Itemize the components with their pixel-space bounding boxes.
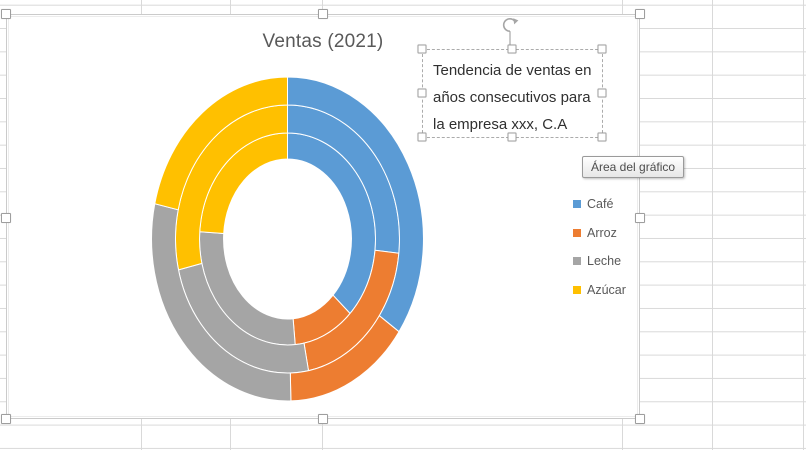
legend-label-azucar: Azúcar: [587, 283, 626, 298]
chart-resize-handle-e[interactable]: [635, 213, 645, 223]
textbox-resize-handle-e[interactable]: [597, 88, 607, 98]
legend-item-arroz[interactable]: Arroz: [573, 219, 626, 248]
textbox-resize-handle-se[interactable]: [597, 132, 607, 142]
legend-swatch-cafe: [573, 200, 581, 209]
legend-label-arroz: Arroz: [587, 225, 617, 240]
text-box-line-2: años consecutivos para: [433, 89, 591, 106]
textbox-resize-handle-s[interactable]: [507, 132, 517, 142]
textbox-resize-handle-w[interactable]: [417, 88, 427, 98]
text-box-line-1: Tendencia de ventas en: [433, 62, 592, 79]
legend-label-cafe: Café: [587, 197, 614, 212]
textbox-resize-handle-ne[interactable]: [597, 44, 607, 54]
legend-item-azucar[interactable]: Azúcar: [573, 276, 626, 305]
segment-outer-Azúcar[interactable]: [154, 76, 288, 211]
legend-swatch-leche: [573, 257, 581, 266]
legend-swatch-arroz: [573, 228, 581, 237]
chart-resize-handle-ne[interactable]: [635, 9, 645, 19]
doughnut-chart[interactable]: [7, 15, 641, 420]
legend-swatch-azucar: [573, 286, 581, 295]
legend[interactable]: Café Arroz Leche Azúcar: [573, 190, 626, 304]
rotate-icon[interactable]: [501, 17, 519, 47]
legend-item-cafe[interactable]: Café: [573, 190, 626, 219]
chart-area-tooltip: Área del gráfico: [582, 156, 685, 178]
chart-resize-handle-s[interactable]: [318, 414, 328, 424]
legend-label-leche: Leche: [587, 254, 622, 269]
chart-area[interactable]: Ventas (2021) Café Arroz Leche Azúcar: [6, 14, 640, 419]
textbox-resize-handle-nw[interactable]: [417, 44, 427, 54]
chart-resize-handle-sw[interactable]: [1, 414, 11, 424]
text-box-line-3: la empresa xxx, C.A: [433, 116, 568, 133]
text-box[interactable]: Tendencia de ventas en años consecutivos…: [422, 49, 603, 138]
legend-item-leche[interactable]: Leche: [573, 247, 626, 276]
chart-resize-handle-nw[interactable]: [1, 9, 11, 19]
chart-title[interactable]: Ventas (2021): [262, 31, 384, 52]
chart-resize-handle-w[interactable]: [1, 213, 11, 223]
chart-resize-handle-se[interactable]: [635, 414, 645, 424]
textbox-resize-handle-n[interactable]: [507, 44, 517, 54]
textbox-resize-handle-sw[interactable]: [417, 132, 427, 142]
chart-resize-handle-n[interactable]: [318, 9, 328, 19]
